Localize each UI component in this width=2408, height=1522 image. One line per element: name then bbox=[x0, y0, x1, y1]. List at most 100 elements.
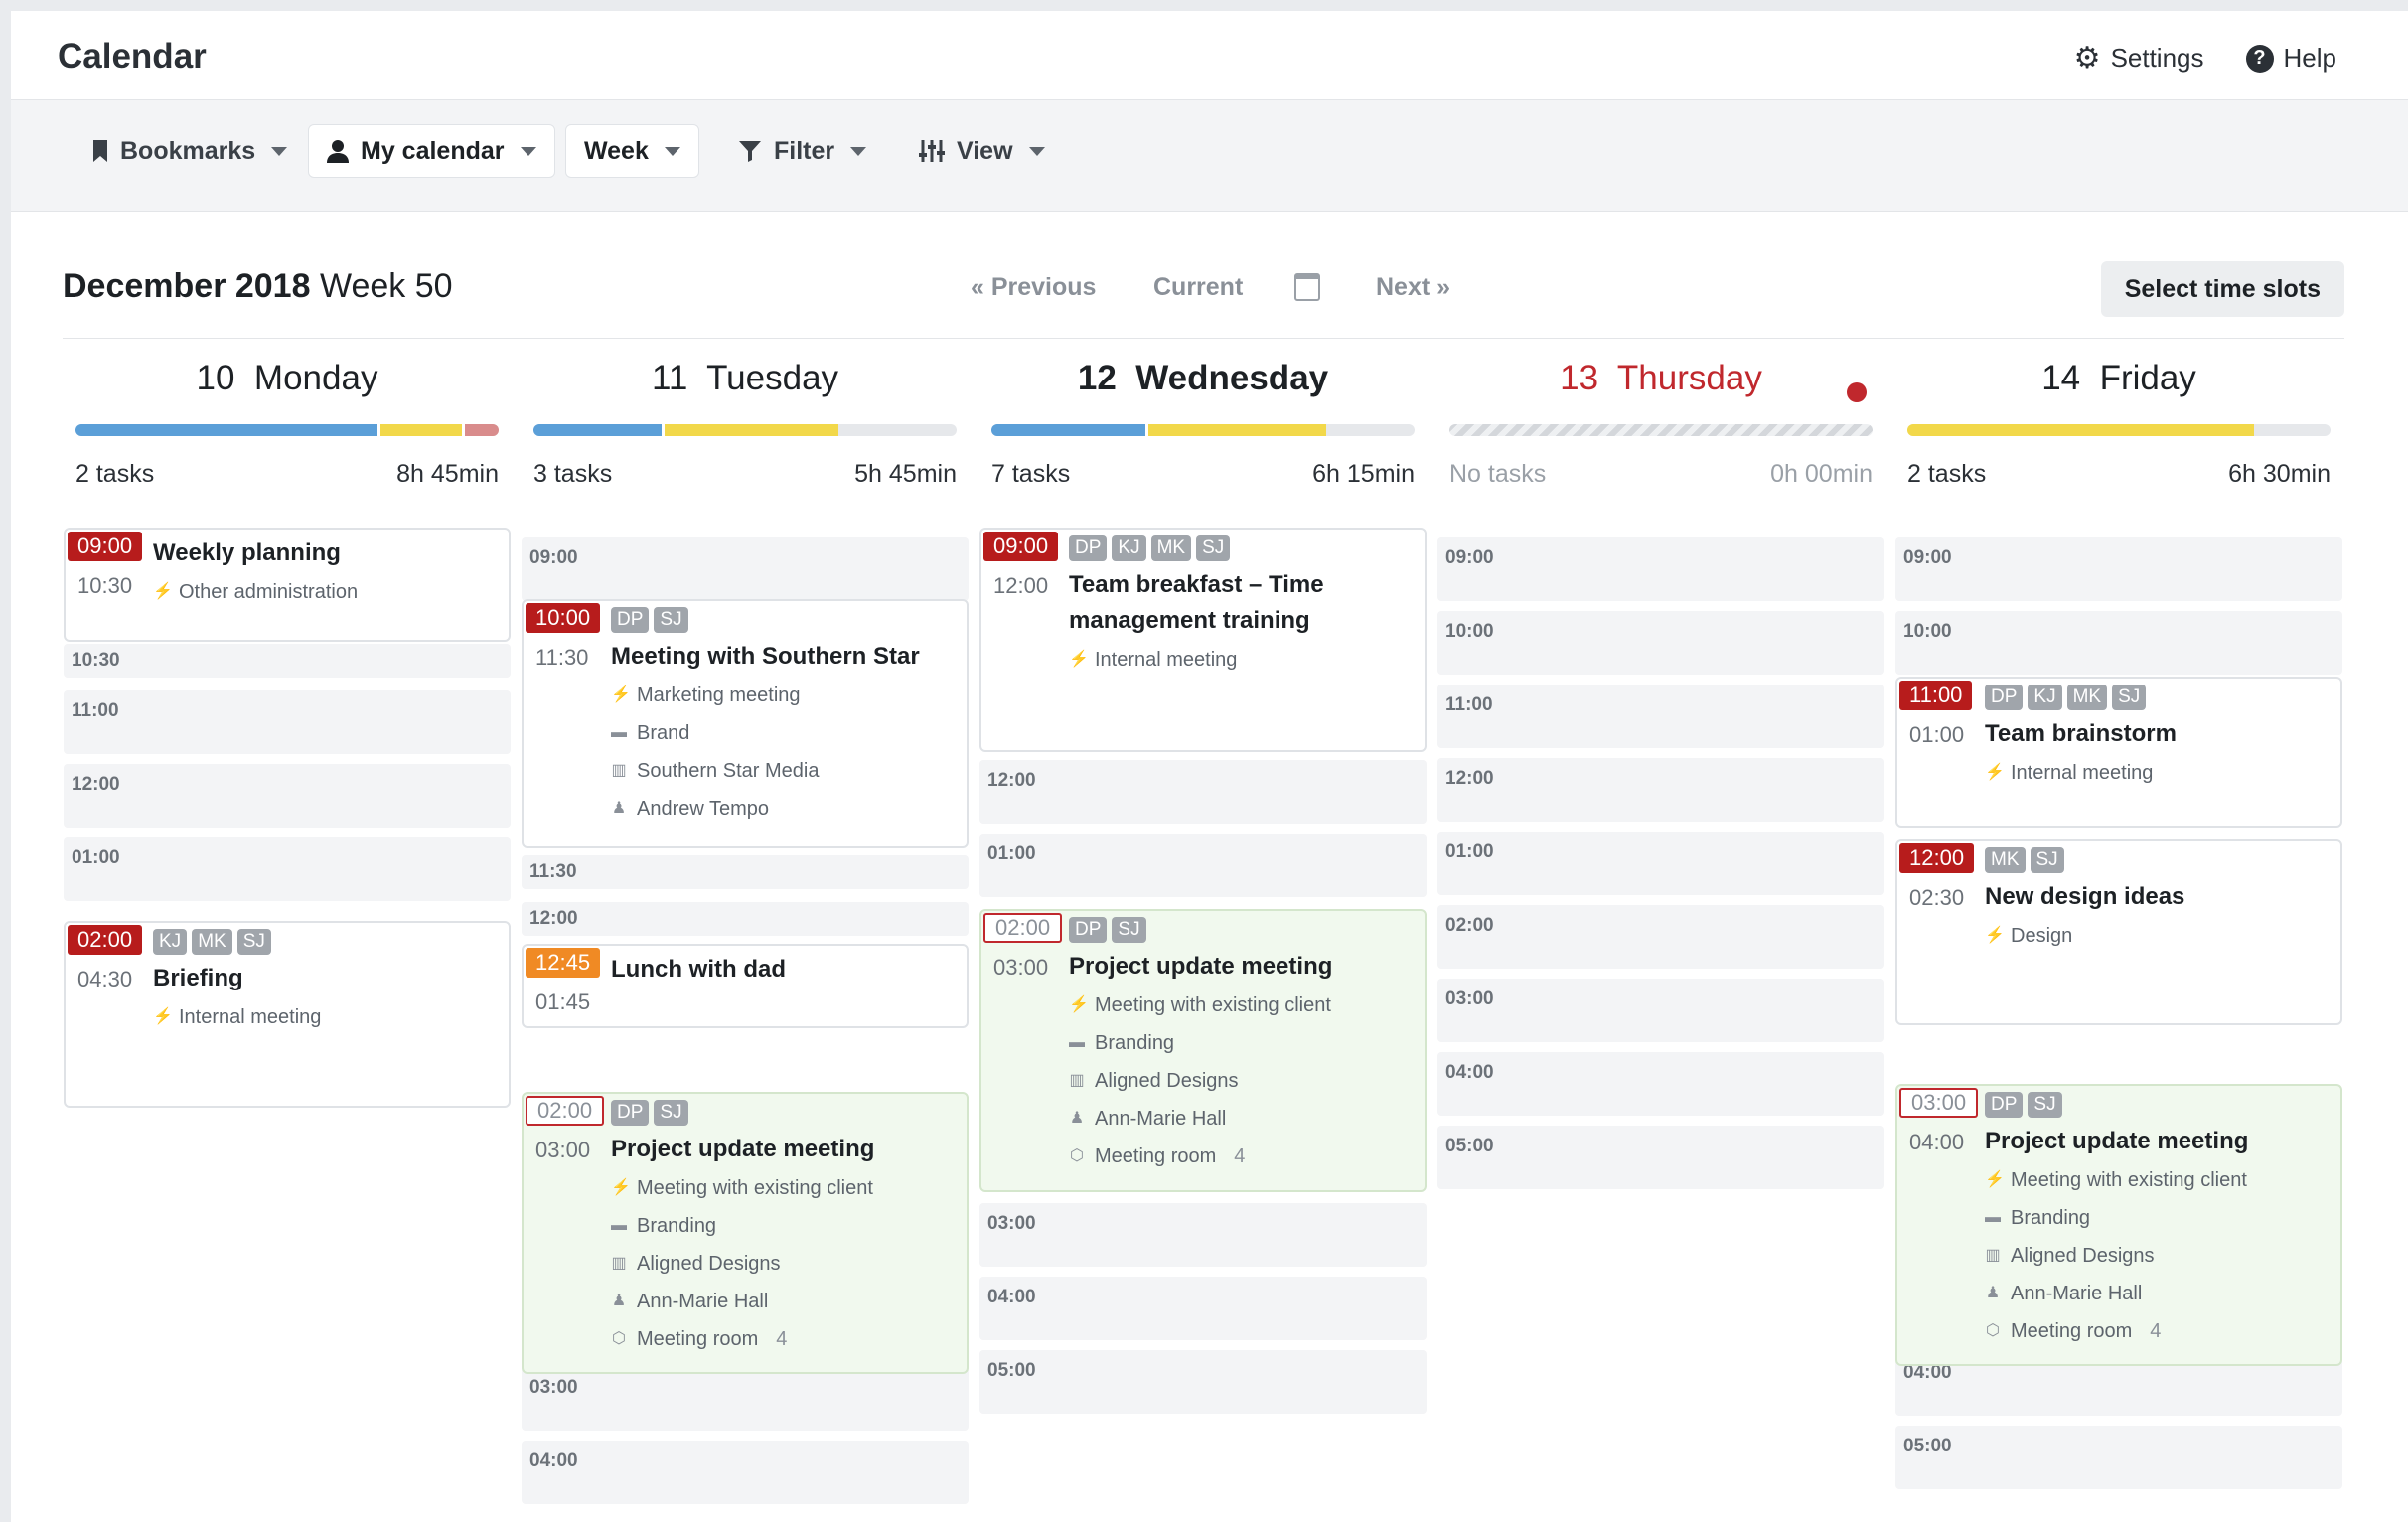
current-button[interactable]: Current bbox=[1153, 273, 1244, 301]
settings-label: Settings bbox=[2110, 43, 2204, 73]
total-duration: 6h 30min bbox=[2228, 460, 2331, 488]
filter-dropdown[interactable]: Filter bbox=[720, 124, 884, 178]
participant-badge: DP bbox=[1069, 535, 1108, 561]
event-card[interactable]: 02:00 03:00 DP SJ Project update meeting ⚡ Mee… bbox=[522, 1092, 969, 1374]
event-title: Lunch with dad bbox=[611, 956, 786, 983]
total-duration: 0h 00min bbox=[1770, 460, 1873, 488]
event-end-time: 10:30 bbox=[77, 573, 133, 598]
user-icon bbox=[327, 140, 349, 163]
time-slot[interactable]: 05:00 bbox=[979, 1350, 1427, 1414]
day-header[interactable]: 10 Monday bbox=[196, 359, 378, 397]
calendar-dropdown[interactable]: My calendar bbox=[308, 124, 555, 178]
time-slot[interactable]: 04:00 bbox=[522, 1441, 969, 1504]
view-label: View bbox=[957, 136, 1013, 165]
event-start-time: 12:00 bbox=[1899, 843, 1975, 873]
next-button[interactable]: Next » bbox=[1376, 273, 1451, 301]
filter-icon bbox=[739, 141, 761, 162]
time-slot[interactable]: 12:00 bbox=[979, 760, 1427, 824]
day-summary: 7 tasks 6h 15min bbox=[991, 460, 1415, 500]
range-dropdown[interactable]: Week bbox=[565, 124, 699, 178]
event-meta-text: Internal meeting bbox=[179, 1006, 322, 1028]
event-meta-row: ⚡ Meeting with existing client bbox=[1069, 989, 1417, 1022]
time-slot[interactable]: 04:00 bbox=[979, 1277, 1427, 1340]
progress-segment bbox=[1907, 424, 2255, 436]
chevron-down-icon bbox=[520, 146, 536, 156]
event-card[interactable]: 09:00 12:00 DP KJ MK SJ Team breakfast – Time … bbox=[979, 528, 1427, 752]
time-slot[interactable]: 01:00 bbox=[64, 837, 511, 901]
task-count: 7 tasks bbox=[991, 460, 1071, 488]
bookmarks-dropdown[interactable]: Bookmarks bbox=[75, 124, 305, 178]
time-slot[interactable]: 01:00 bbox=[979, 834, 1427, 897]
day-column: 10 Monday 2 tasks 8h 45min 10:30 11:00 12:00 0… bbox=[64, 359, 511, 1108]
day-header[interactable]: 13 Thursday bbox=[1560, 359, 1762, 397]
bookmark-icon bbox=[93, 140, 107, 162]
time-slot[interactable]: 02:00 bbox=[1437, 905, 1884, 969]
progress-segment bbox=[464, 424, 499, 436]
event-start-time: 10:00 bbox=[526, 603, 601, 633]
event-card[interactable]: 11:00 01:00 DP KJ MK SJ Team brainstorm ⚡ Intern… bbox=[1895, 677, 2342, 828]
time-slot[interactable]: 05:00 bbox=[1895, 1426, 2342, 1489]
day-header[interactable]: 12 Wednesday bbox=[1077, 359, 1329, 397]
time-slot[interactable]: 12:00 bbox=[64, 764, 511, 828]
settings-button[interactable]: ⚙ Settings bbox=[2074, 41, 2204, 76]
time-slot[interactable]: 01:00 bbox=[1437, 832, 1884, 895]
time-slot[interactable]: 03:00 bbox=[1437, 979, 1884, 1042]
cube-icon: ⬡ bbox=[1986, 1322, 2000, 1339]
participant-badge: KJ bbox=[2028, 685, 2062, 710]
time-slot[interactable]: 12:00 bbox=[1437, 758, 1884, 822]
day-summary: 3 tasks 5h 45min bbox=[533, 460, 957, 500]
event-meta-count: 4 bbox=[2150, 1320, 2162, 1342]
participant-badges: MK SJ bbox=[1985, 845, 2333, 875]
time-slot[interactable]: 09:00 bbox=[1437, 537, 1884, 601]
event-card[interactable]: 09:00 10:30 Weekly planning ⚡ Other administ… bbox=[64, 528, 511, 642]
event-card[interactable]: 12:00 02:30 MK SJ New design ideas ⚡ Design bbox=[1895, 839, 2342, 1025]
participant-badge: SJ bbox=[236, 929, 271, 955]
time-slot[interactable]: 10:00 bbox=[1895, 611, 2342, 675]
event-meta-text: Internal meeting bbox=[1095, 649, 1238, 671]
event-meta-row: ⚡ Internal meeting bbox=[1985, 756, 2333, 790]
event-card[interactable]: 03:00 04:00 DP SJ Project update meeting ⚡ Mee… bbox=[1895, 1084, 2342, 1366]
day-header[interactable]: 11 Tuesday bbox=[651, 359, 839, 397]
event-card[interactable]: 02:00 04:30 KJ MK SJ Briefing ⚡ Internal meetin… bbox=[64, 921, 511, 1108]
select-time-slots-button[interactable]: Select time slots bbox=[2100, 261, 2344, 317]
event-card[interactable]: 02:00 03:00 DP SJ Project update meeting ⚡ Mee… bbox=[979, 909, 1427, 1192]
previous-button[interactable]: « Previous bbox=[971, 273, 1097, 301]
time-slot[interactable]: 11:30 bbox=[522, 855, 969, 889]
time-slot[interactable]: 09:00 bbox=[522, 537, 969, 601]
event-meta-text: Branding bbox=[1095, 1032, 1175, 1054]
time-slot[interactable]: 10:30 bbox=[64, 644, 511, 678]
time-slot[interactable]: 11:00 bbox=[1437, 685, 1884, 748]
event-body: DP SJ Project update meeting ⚡ Meeting with … bbox=[611, 1098, 959, 1356]
event-meta-row: ♟ Ann-Marie Hall bbox=[611, 1285, 959, 1318]
time-slot[interactable]: 12:00 bbox=[522, 902, 969, 936]
participant-badges: DP SJ bbox=[1985, 1090, 2333, 1120]
bookmarks-label: Bookmarks bbox=[120, 136, 256, 165]
help-icon: ? bbox=[2245, 44, 2274, 73]
event-meta-count: 4 bbox=[1234, 1145, 1246, 1167]
chevron-down-icon bbox=[664, 146, 680, 156]
event-body: MK SJ New design ideas ⚡ Design bbox=[1985, 845, 2333, 953]
view-dropdown[interactable]: View bbox=[901, 124, 1063, 178]
week-header: December 2018 Week 50 « Previous Current… bbox=[63, 235, 2344, 339]
person-icon: ♟ bbox=[1985, 1285, 2001, 1301]
time-slot[interactable]: 04:00 bbox=[1437, 1052, 1884, 1116]
day-header[interactable]: 14 Friday bbox=[2041, 359, 2196, 397]
time-slot[interactable]: 10:00 bbox=[1437, 611, 1884, 675]
time-slot[interactable]: 03:00 bbox=[979, 1203, 1427, 1267]
participant-badge: MK bbox=[1150, 535, 1192, 561]
event-meta-row: ⚡ Internal meeting bbox=[1069, 643, 1417, 677]
help-button[interactable]: ? Help bbox=[2245, 41, 2336, 76]
event-meta-text: Internal meeting bbox=[2011, 762, 2154, 784]
event-body: Weekly planning ⚡ Other administration bbox=[153, 533, 501, 609]
time-slot[interactable]: 05:00 bbox=[1437, 1126, 1884, 1189]
event-meta-row: ⬡ Meeting room 4 bbox=[1069, 1140, 1417, 1173]
time-slot[interactable]: 11:00 bbox=[64, 690, 511, 754]
event-card[interactable]: 12:45 01:45 Lunch with dad bbox=[522, 944, 969, 1028]
event-end-time: 04:00 bbox=[1909, 1130, 1965, 1154]
event-card[interactable]: 10:00 11:30 DP SJ Meeting with Southern Star… bbox=[522, 599, 969, 848]
participant-badges: DP SJ bbox=[1069, 915, 1417, 945]
calendar-icon[interactable] bbox=[1294, 273, 1320, 301]
time-slot[interactable]: 09:00 bbox=[1895, 537, 2342, 601]
time-slot[interactable]: 03:00 bbox=[522, 1367, 969, 1431]
week-number: Week 50 bbox=[319, 267, 453, 305]
